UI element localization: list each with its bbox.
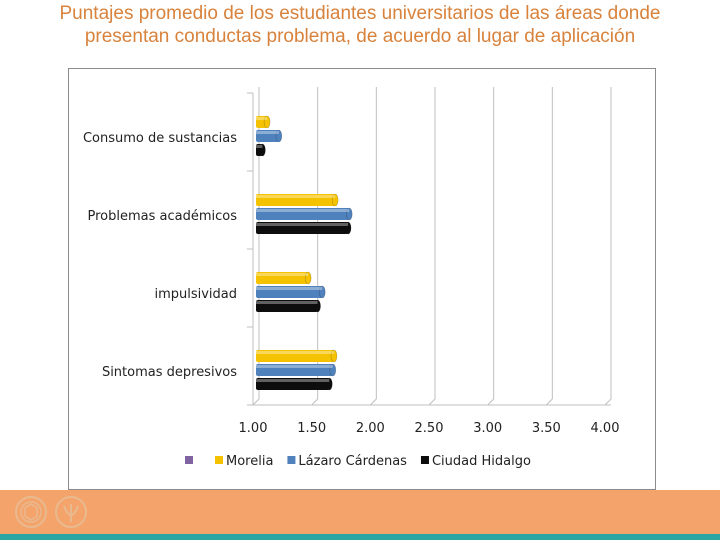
x-tick-label: 3.50 (532, 421, 561, 436)
bar-cap (344, 221, 352, 235)
faculty-seal-icon (55, 496, 87, 528)
footer-accent-line (0, 534, 720, 540)
gridline-foot (545, 398, 553, 406)
gridline-foot (311, 398, 319, 406)
bar-cap (263, 115, 271, 129)
bar (256, 378, 330, 390)
bar (256, 286, 323, 298)
bar-highlight (256, 117, 268, 120)
category-label: Problemas académicos (88, 209, 238, 224)
legend-swatch (287, 456, 296, 464)
gridline-foot (369, 398, 377, 406)
bar-cap (275, 129, 283, 143)
bar-highlight (256, 365, 333, 368)
x-tick-label: 3.00 (473, 421, 502, 436)
bar (256, 272, 309, 284)
bar-highlight (256, 301, 318, 304)
university-seal-icon (15, 496, 47, 528)
gridline-foot (252, 398, 260, 406)
legend-swatch (185, 456, 193, 464)
gridline-foot (604, 398, 612, 406)
x-tick-label: 1.00 (239, 421, 268, 436)
slide-title-line-2: presentan conductas problema, de acuerdo… (84, 26, 636, 47)
bar (256, 194, 336, 206)
bar-highlight (256, 145, 263, 148)
x-tick-label: 1.50 (297, 421, 326, 436)
bar-cap (330, 349, 338, 363)
bar-highlight (256, 287, 323, 290)
bar-highlight (256, 209, 350, 212)
legend-label: Ciudad Hidalgo (432, 454, 531, 469)
bar-cap (331, 193, 339, 207)
legend-swatch (420, 456, 429, 464)
bar-cap (304, 271, 312, 285)
bar (256, 208, 350, 220)
category-label: impulsividad (154, 287, 237, 302)
category-label: Sintomas depresivos (102, 365, 237, 380)
bar-highlight (256, 273, 309, 276)
legend-label: Lázaro Cárdenas (298, 454, 407, 469)
bar-highlight (256, 223, 349, 226)
bar-highlight (256, 131, 279, 134)
bar-cap (325, 377, 333, 391)
bar-cap (259, 143, 266, 157)
bar (256, 116, 268, 128)
bar (256, 222, 349, 234)
gridline-foot (487, 398, 495, 406)
bar-highlight (256, 379, 330, 382)
gridline-foot (428, 398, 436, 406)
x-tick-label: 2.50 (415, 421, 444, 436)
bar-chart: 1.00 1.50 2.00 2.50 3.00 3.50 4.00 Consumo de s… (83, 87, 620, 469)
bar-highlight (256, 351, 334, 354)
bar-cap (345, 207, 353, 221)
footer-band (0, 490, 720, 534)
chart-frame: 1.00 1.50 2.00 2.50 3.00 3.50 4.00 Consumo de s… (68, 68, 656, 490)
bar-highlight (256, 195, 336, 198)
slide-title: Puntajes promedio de los estudiantes uni… (0, 2, 720, 48)
bar (256, 350, 334, 362)
bar-cap (329, 363, 337, 377)
legend-label: Morelia (226, 454, 273, 469)
bar-cap (314, 299, 321, 313)
bar (256, 130, 279, 142)
x-tick-label: 4.00 (591, 421, 620, 436)
slide-title-line-1: Puntajes promedio de los estudiantes uni… (59, 3, 661, 24)
legend-swatch (215, 456, 223, 464)
x-tick-label: 2.00 (356, 421, 385, 436)
bar (256, 300, 318, 312)
bar (256, 364, 333, 376)
category-label: Consumo de sustancias (83, 131, 237, 146)
bar-cap (318, 285, 326, 299)
